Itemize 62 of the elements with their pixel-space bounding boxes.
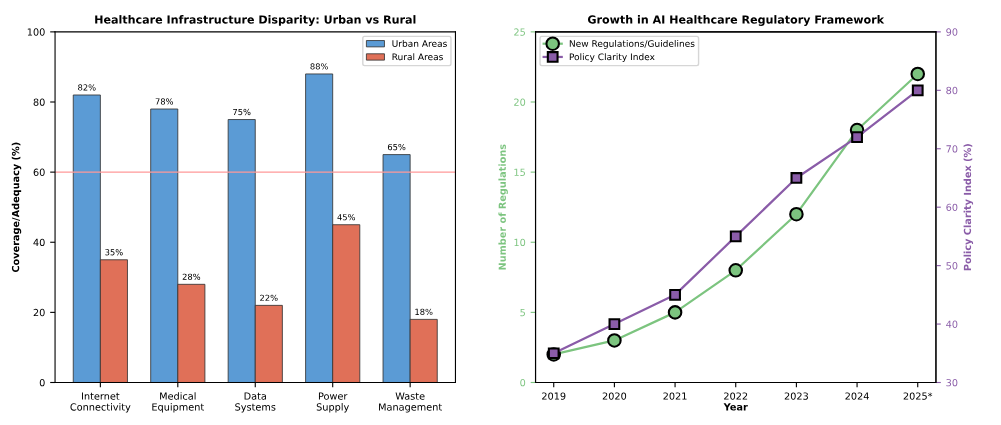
x-tick-label: 2021 xyxy=(663,392,687,400)
x-tick-label: 2022 xyxy=(724,392,748,400)
point xyxy=(911,84,924,97)
legend-label: New Regulations/Guidelines xyxy=(569,40,695,49)
y-tick-label: 0 xyxy=(39,378,45,387)
y-tick-label: 40 xyxy=(33,238,45,247)
legend-label: Policy Clarity Index xyxy=(569,53,655,62)
y-tick-label: 80 xyxy=(33,98,45,106)
legend-label: Rural Areas xyxy=(392,53,443,61)
point xyxy=(851,131,863,143)
y-tick-label: 5 xyxy=(520,308,525,317)
y-tick-label: 20 xyxy=(514,98,526,106)
data-label: 45% xyxy=(337,214,356,221)
point xyxy=(790,172,803,184)
x-tick-label: Power Supply xyxy=(316,392,349,413)
data-label: 35% xyxy=(105,249,123,256)
y-tick-label: 20 xyxy=(33,308,45,317)
y-tick-label: 10 xyxy=(514,238,526,247)
y2-tick-label: 50 xyxy=(946,262,958,270)
y-axis-title: Coverage/Adequacy (%) xyxy=(11,142,22,273)
x-tick-label: Medical Equipment xyxy=(152,392,204,413)
x-tick-label: Internet Connectivity xyxy=(70,392,131,413)
point xyxy=(729,230,742,243)
point xyxy=(789,206,804,222)
data-label: 28% xyxy=(182,273,201,280)
y-axis-title: Number of Regulations xyxy=(498,144,508,270)
data-label: 22% xyxy=(260,294,278,301)
x-tick-label: 2025* xyxy=(903,392,933,400)
chart-title: Growth in AI Healthcare Regulatory Framework xyxy=(587,15,885,26)
y2-tick-label: 80 xyxy=(946,86,958,95)
legend-label: Urban Areas xyxy=(392,40,447,47)
data-label: 88% xyxy=(310,63,328,70)
data-label: 18% xyxy=(415,308,433,315)
x-tick-label: 2024 xyxy=(845,392,869,400)
point xyxy=(608,318,621,330)
y2-tick-label: 30 xyxy=(946,378,958,387)
data-label: 75% xyxy=(233,108,251,116)
y2-tick-label: 60 xyxy=(946,203,958,212)
data-label: 78% xyxy=(155,98,174,105)
data-label: 82% xyxy=(78,84,96,91)
chart-title: Healthcare Infrastructure Disparity: Urban vs Rural xyxy=(95,15,416,26)
data-label: 65% xyxy=(387,143,406,151)
y2-tick-label: 40 xyxy=(946,320,958,328)
point xyxy=(728,263,744,278)
point xyxy=(669,288,681,301)
y-tick-label: 60 xyxy=(33,168,45,176)
y2-tick-label: 90 xyxy=(946,28,958,36)
point xyxy=(607,333,622,348)
x-axis-title: Year xyxy=(723,403,748,411)
y-tick-label: 100 xyxy=(27,28,45,36)
x-tick-label: 2023 xyxy=(784,392,808,400)
y-tick-label: 25 xyxy=(514,28,525,36)
y-tick-label: 15 xyxy=(514,168,525,176)
x-tick-label: Waste Management xyxy=(379,392,442,413)
y-tick-label: 0 xyxy=(520,378,526,387)
x-tick-label: Data Systems xyxy=(235,392,276,413)
x-tick-label: 2019 xyxy=(542,392,566,400)
y2-tick-label: 70 xyxy=(946,145,958,153)
x-tick-label: 2020 xyxy=(602,392,627,400)
y2-axis-title: Policy Clarity Index (%) xyxy=(963,144,974,271)
point xyxy=(910,66,926,82)
point xyxy=(667,305,683,320)
